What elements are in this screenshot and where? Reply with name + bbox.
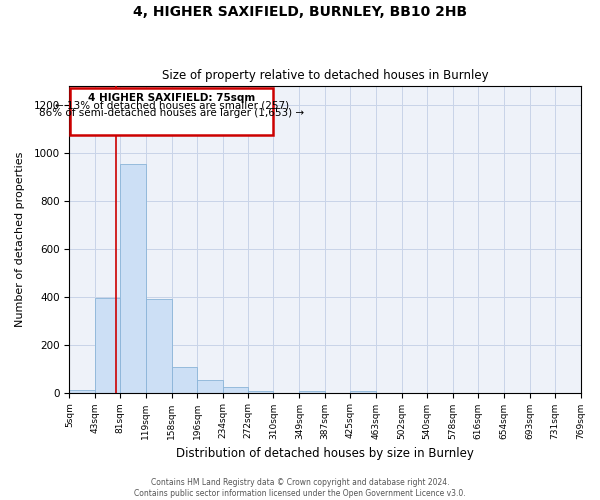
Text: 4 HIGHER SAXIFIELD: 75sqm: 4 HIGHER SAXIFIELD: 75sqm [88, 92, 256, 102]
Bar [197, 380, 223, 392]
Bar [350, 390, 376, 392]
Bar [248, 390, 274, 392]
FancyBboxPatch shape [70, 88, 274, 135]
Text: 86% of semi-detached houses are larger (1,653) →: 86% of semi-detached houses are larger (… [39, 108, 304, 118]
Title: Size of property relative to detached houses in Burnley: Size of property relative to detached ho… [161, 69, 488, 82]
Text: Contains HM Land Registry data © Crown copyright and database right 2024.
Contai: Contains HM Land Registry data © Crown c… [134, 478, 466, 498]
Y-axis label: Number of detached properties: Number of detached properties [15, 152, 25, 327]
Bar [223, 388, 248, 392]
Text: 4, HIGHER SAXIFIELD, BURNLEY, BB10 2HB: 4, HIGHER SAXIFIELD, BURNLEY, BB10 2HB [133, 5, 467, 19]
Bar [172, 368, 197, 392]
Bar [146, 299, 172, 392]
Bar [95, 298, 120, 392]
X-axis label: Distribution of detached houses by size in Burnley: Distribution of detached houses by size … [176, 447, 474, 460]
Bar [120, 164, 146, 392]
Bar [70, 390, 95, 392]
Text: ← 13% of detached houses are smaller (257): ← 13% of detached houses are smaller (25… [55, 101, 289, 111]
